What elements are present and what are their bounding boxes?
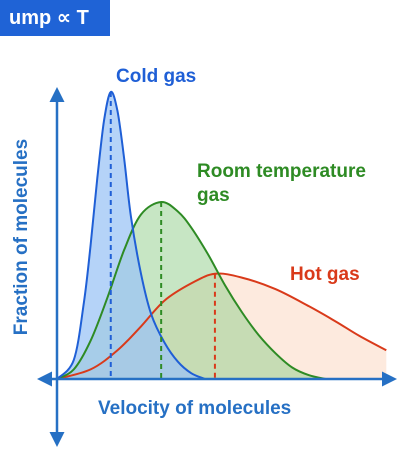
series-line-room: [56, 200, 327, 380]
title-badge: ump ∝ T: [0, 0, 110, 36]
series-label-cold: Cold gas: [116, 66, 197, 87]
y-axis-label: Fraction of molecules: [11, 138, 32, 336]
series-line-cold: [56, 90, 206, 380]
series-label-room: Room temperature gas: [197, 161, 366, 206]
series-label-hot: Hot gas: [290, 264, 360, 285]
x-axis-label: Velocity of molecules: [98, 398, 292, 419]
